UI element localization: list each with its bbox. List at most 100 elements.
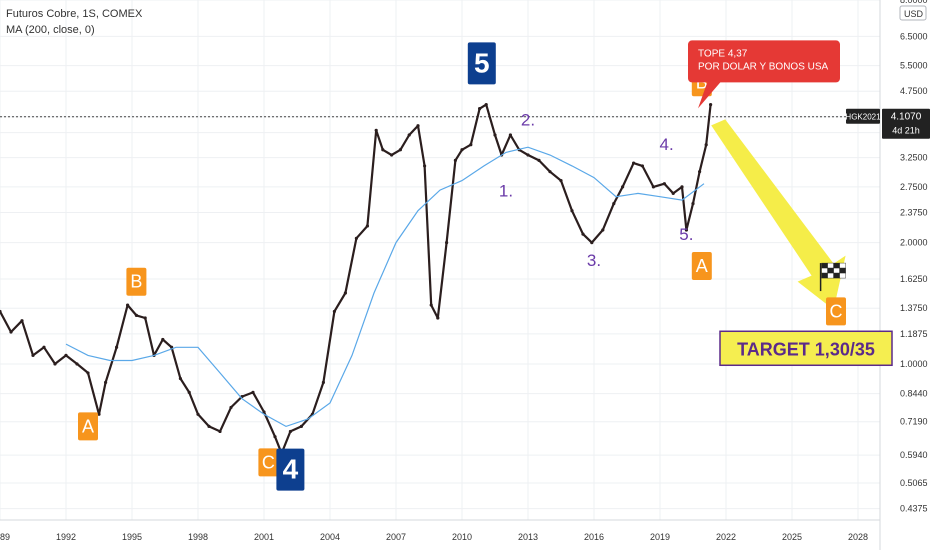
price-point (321, 380, 325, 384)
price-point (196, 412, 200, 416)
wave-label-orange (691, 252, 712, 281)
finish-flag-icon (839, 262, 846, 269)
finish-flag-icon (833, 267, 840, 274)
price-point (86, 371, 90, 375)
price-point (698, 170, 702, 174)
y-tick-label: 2.0000 (900, 238, 928, 248)
wave-label-orange-text: C (262, 452, 275, 472)
price-point (42, 345, 46, 349)
x-tick-label: 1995 (122, 532, 142, 542)
y-tick-label: 5.5000 (900, 61, 928, 71)
price-point (581, 232, 585, 236)
y-tick-label: 1.3750 (900, 303, 928, 313)
price-point (332, 309, 336, 314)
wave-label-orange-text: A (82, 416, 94, 436)
price-point (436, 316, 440, 320)
price-point (590, 241, 594, 245)
price-point (601, 228, 605, 232)
unit-label: USD (904, 9, 924, 19)
price-point (640, 164, 645, 168)
price-point (453, 158, 457, 162)
wave-label-blue-text: 4 (283, 454, 299, 485)
callout-box (688, 40, 840, 83)
price-point (381, 148, 385, 152)
price-point (251, 390, 255, 394)
wave-label-purple: 1. (499, 182, 513, 201)
price-point (134, 313, 138, 317)
price-point (218, 429, 222, 434)
price-point (691, 201, 695, 206)
y-tick-label: 0.7190 (900, 417, 928, 427)
price-point (126, 303, 130, 307)
price-point (704, 143, 708, 147)
price-point (416, 124, 420, 128)
wave-label-purple: 5. (679, 225, 693, 244)
unit-box (899, 5, 927, 21)
price-point (559, 179, 563, 183)
price-point (478, 107, 482, 111)
price-point (288, 429, 292, 434)
wave-label-orange-text: B (130, 272, 142, 292)
finish-flag-icon (827, 267, 834, 274)
price-point (374, 128, 378, 132)
x-tick-label: 1992 (56, 532, 76, 542)
x-tick-label: 2028 (848, 532, 868, 542)
wave-label-orange (258, 448, 279, 477)
price-point (178, 376, 182, 381)
price-point (104, 380, 108, 384)
callout-pointer (698, 80, 722, 109)
finish-flag-icon (833, 262, 840, 269)
wave-label-blue (276, 448, 305, 491)
price-point (445, 241, 449, 245)
y-tick-label: 0.5065 (900, 478, 928, 488)
x-tick-label: 2013 (518, 532, 538, 542)
y-tick-label: 8.0000 (900, 0, 928, 5)
x-tick-label: 2007 (386, 532, 406, 542)
price-point (709, 103, 713, 107)
price-point (229, 405, 233, 410)
price-point (273, 435, 277, 439)
price-point (493, 133, 497, 137)
y-tick-label: 2.3750 (900, 208, 928, 218)
price-point (680, 185, 684, 189)
price-point (207, 424, 211, 428)
price-point (570, 209, 574, 213)
finish-flag-icon (821, 262, 828, 269)
y-tick-label: 3.2500 (900, 153, 928, 163)
finish-flag-icon (839, 267, 846, 274)
price-point (299, 424, 303, 428)
ma-series-line (65, 146, 705, 428)
finish-flag-icon (827, 272, 834, 279)
price-point (390, 153, 394, 157)
y-tick-label: 0.8440 (900, 389, 928, 399)
price-point (632, 161, 636, 165)
x-tick-label: 2016 (584, 532, 604, 542)
indicator-label: MA (200, close, 0) (6, 24, 95, 36)
price-point (469, 143, 473, 147)
finish-flag-icon (827, 262, 834, 269)
wave-label-purple: 3. (587, 251, 601, 270)
price-point (0, 309, 2, 314)
wave-label-orange (826, 297, 846, 326)
price-point (31, 353, 35, 358)
wave-label-blue (467, 42, 496, 85)
target-label: TARGET 1,30/35 (737, 339, 875, 359)
x-tick-label: 1989 (0, 532, 10, 542)
wave-label-orange-text: A (696, 256, 708, 276)
price-point (651, 185, 656, 189)
price-point (684, 228, 689, 232)
finish-flag-icon (821, 272, 828, 279)
last-price-tag (882, 108, 930, 139)
y-tick-label: 1.6250 (900, 274, 928, 284)
x-tick-label: 2010 (452, 532, 472, 542)
price-point (20, 319, 24, 323)
callout-text: POR DOLAR Y BONOS USA (698, 61, 829, 72)
price-point (75, 362, 79, 366)
x-tick-label: 1998 (188, 532, 208, 542)
wave-label-blue-text: 5 (474, 47, 490, 78)
countdown-label: 4d 21h (892, 126, 920, 136)
price-point (9, 330, 13, 334)
finish-flag-icon (821, 267, 828, 274)
